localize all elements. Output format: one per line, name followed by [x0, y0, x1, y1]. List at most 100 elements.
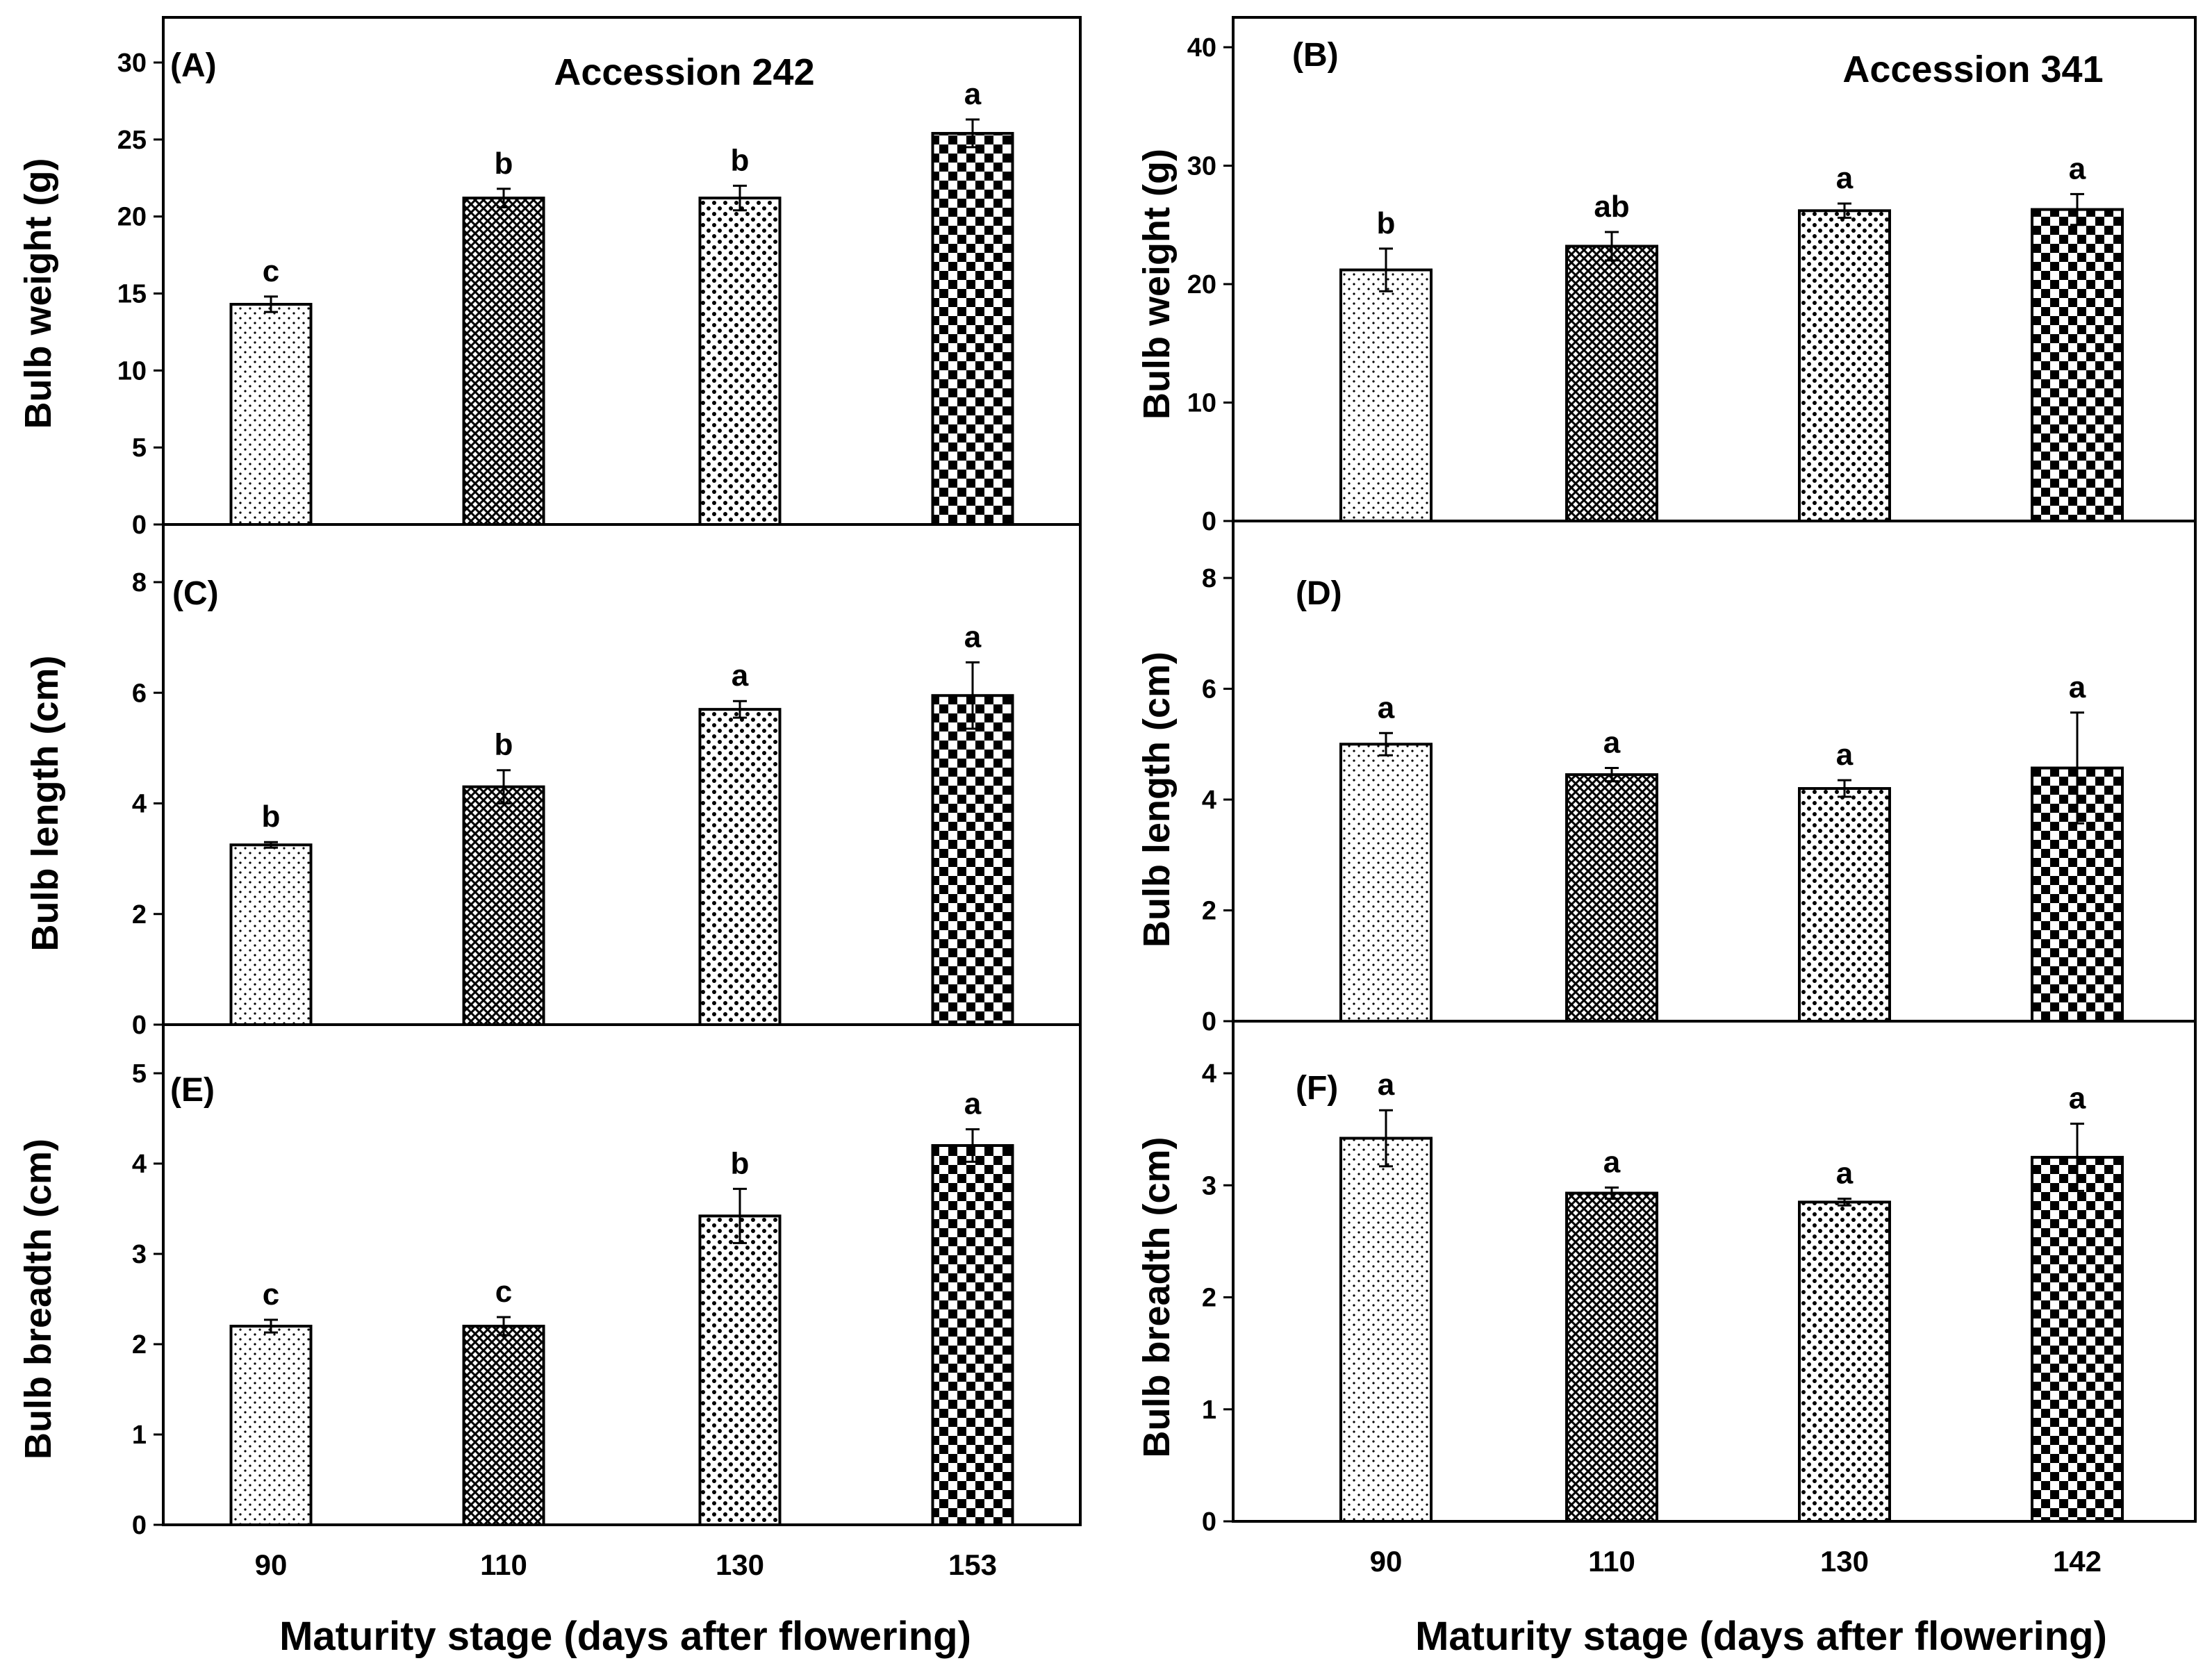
panel-a-ytick-label-0: 0	[132, 511, 147, 540]
panel-f-letter-110: a	[1603, 1145, 1621, 1179]
panel-f-ytick-label-3: 3	[1202, 1171, 1216, 1200]
panel-e-ytick-label-0: 0	[132, 1511, 147, 1540]
panel-f-bar-130	[1798, 1200, 1891, 1523]
panel-f-ytick-label-0: 0	[1202, 1507, 1216, 1537]
panel-e-letter-110: c	[495, 1275, 512, 1309]
panel-b-letter-142: a	[2069, 151, 2086, 185]
x-axis-title-right: Maturity stage (days after flowering)	[1415, 1614, 2107, 1659]
panel-a-ytick-label-6: 30	[117, 49, 147, 78]
panel-b-ytick-label-3: 30	[1187, 152, 1216, 181]
panel-f-xtick-label-142: 142	[2053, 1545, 2102, 1578]
panel-a-ytick-label-4: 20	[117, 203, 147, 232]
panel-e-bar-90	[229, 1325, 313, 1526]
panel-c-ylabel: Bulb length (cm)	[24, 656, 66, 952]
panel-d-letter-130: a	[1836, 738, 1854, 772]
panel-f-ytick-label-1: 1	[1202, 1396, 1216, 1425]
panel-a-letter-110: b	[495, 147, 513, 181]
panel-d-ytick-label-1: 2	[1202, 897, 1216, 926]
panel-f-ytick-label-4: 4	[1202, 1059, 1216, 1089]
panel-c-bar-153	[931, 694, 1014, 1026]
panel-c-bar-130	[698, 708, 782, 1026]
panel-d-bar-110	[1565, 773, 1658, 1023]
panel-e-label: (E)	[170, 1072, 215, 1109]
panel-e-letter-153: a	[964, 1087, 982, 1121]
panel-e-bar-153	[931, 1144, 1014, 1526]
panel-b-bar-130	[1798, 209, 1891, 522]
panel-b-letter-90: b	[1377, 206, 1396, 240]
panel-a-ytick-label-1: 5	[132, 433, 147, 463]
panel-c-label: (C)	[172, 575, 219, 612]
panel-f-label: (F)	[1296, 1070, 1338, 1107]
panel-d-ytick-label-3: 6	[1202, 675, 1216, 704]
panel-d-bar-130	[1798, 787, 1891, 1023]
panel-f-bar-90	[1339, 1136, 1433, 1523]
panel-a-title: Accession 242	[554, 51, 814, 93]
panel-d: 0 2 4 6 8 Bulb length (cm) (D) a a a a	[1136, 520, 2197, 1036]
panel-a-ytick-label-2: 10	[117, 356, 147, 386]
panel-a-bar-90	[229, 303, 313, 526]
panel-e-letter-130: b	[731, 1146, 750, 1180]
panel-e-xtick-label-110: 110	[480, 1548, 527, 1581]
panel-c-letter-110: b	[495, 728, 513, 762]
panel-a-bar-130	[698, 197, 782, 526]
panel-c-letter-130: a	[732, 659, 749, 693]
panel-e-xtick-label-90: 90	[255, 1548, 288, 1581]
panel-e-xtick-label-153: 153	[948, 1548, 997, 1581]
panel-d-bar-90	[1339, 743, 1433, 1023]
panel-c-ytick-label-0: 0	[132, 1011, 147, 1040]
panel-a-letter-90: c	[263, 254, 279, 288]
panel-e-frame	[162, 1023, 1082, 1526]
panel-a-label: (A)	[170, 47, 217, 84]
panel-c-ytick-label-1: 2	[132, 900, 147, 929]
panel-f-xtick-label-130: 130	[1820, 1545, 1869, 1578]
panel-b-title: Accession 341	[1842, 49, 2103, 90]
panel-f: 0 1 2 3 4 Bulb breadth (cm) (F) a 90 a 110 a 130 a 142	[1136, 1020, 2197, 1578]
panel-e-letter-90: c	[263, 1278, 279, 1312]
panel-e-ytick-label-3: 3	[132, 1240, 147, 1269]
panel-e-ylabel: Bulb breadth (cm)	[17, 1139, 59, 1460]
panel-b-letter-110: ab	[1594, 190, 1629, 224]
panel-f-ylabel: Bulb breadth (cm)	[1136, 1136, 1178, 1457]
panel-f-xtick-label-90: 90	[1370, 1545, 1403, 1578]
panel-c-bar-90	[229, 843, 313, 1026]
panel-d-ytick-label-0: 0	[1202, 1007, 1216, 1036]
panel-e-ytick-label-2: 2	[132, 1330, 147, 1359]
panel-b-letter-130: a	[1836, 161, 1854, 195]
panel-c-bar-110	[462, 785, 545, 1027]
panel-f-xtick-label-110: 110	[1588, 1545, 1635, 1578]
panel-b-ytick-label-1: 10	[1187, 389, 1216, 418]
panel-f-letter-90: a	[1378, 1068, 1395, 1102]
panel-f-bar-110	[1565, 1191, 1658, 1523]
panel-f-letter-130: a	[1836, 1157, 1854, 1191]
panel-d-letter-142: a	[2069, 670, 2086, 704]
panel-c-letter-90: b	[262, 800, 281, 834]
panel-e-xtick-label-130: 130	[716, 1548, 764, 1581]
panel-e: 0 1 2 3 4 5 Bulb breadth (cm) (E) c 90 c 110 b 130 a 15…	[17, 1023, 1082, 1581]
panel-a-ylabel: Bulb weight (g)	[17, 158, 59, 429]
panel-f-letter-142: a	[2069, 1082, 2086, 1116]
panel-b-bar-110	[1565, 245, 1658, 522]
x-axis-title-left: Maturity stage (days after flowering)	[279, 1614, 971, 1659]
panel-d-ytick-label-2: 4	[1202, 786, 1216, 815]
panel-c-letter-153: a	[964, 620, 982, 654]
panel-a-ytick-label-3: 15	[117, 280, 147, 309]
panel-d-ylabel: Bulb length (cm)	[1136, 652, 1178, 948]
panel-b-ytick-label-2: 20	[1187, 270, 1216, 299]
panel-d-label: (D)	[1296, 575, 1342, 612]
panel-f-ytick-label-2: 2	[1202, 1284, 1216, 1313]
panel-b-bar-90	[1339, 268, 1433, 522]
panel-a-bar-110	[462, 197, 545, 526]
panel-b-label: (B)	[1292, 37, 1339, 74]
panel-c: 0 2 4 6 8 Bulb length (cm) (C) b b a a	[24, 523, 1082, 1040]
panel-b-ylabel: Bulb weight (g)	[1136, 149, 1178, 420]
panel-d-ytick-label-4: 8	[1202, 564, 1216, 593]
panel-f-bar-142	[2031, 1155, 2124, 1523]
panel-b: 0 10 20 30 40 Bulb weight (g) (B) Accession 341…	[1136, 16, 2197, 536]
panel-f-frame	[1232, 1020, 2197, 1523]
panel-e-ytick-label-1: 1	[132, 1421, 147, 1450]
panel-b-ytick-label-4: 40	[1187, 33, 1216, 63]
panel-b-ytick-label-0: 0	[1202, 507, 1216, 536]
panel-e-bar-130	[698, 1214, 782, 1527]
panel-a-letter-153: a	[964, 77, 982, 111]
